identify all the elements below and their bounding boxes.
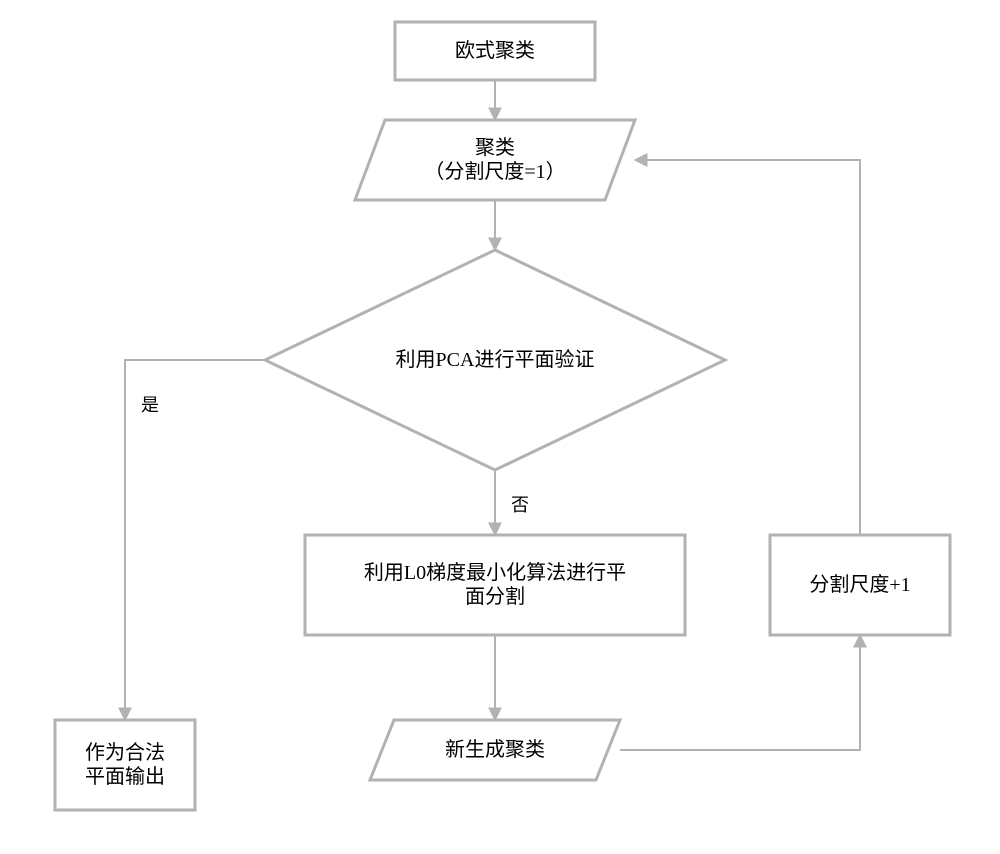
node-n7: 作为合法平面输出: [55, 720, 195, 810]
edge-label: 是: [141, 395, 159, 415]
node-n5-text: 新生成聚类: [445, 738, 545, 761]
node-n1: 欧式聚类: [395, 22, 595, 80]
node-n6: 分割尺度+1: [770, 535, 950, 635]
node-n2-text: 聚类: [475, 136, 515, 159]
edge-label: 否: [511, 495, 529, 515]
node-n4: 利用L0梯度最小化算法进行平面分割: [305, 535, 685, 635]
node-n4-text: 利用L0梯度最小化算法进行平: [364, 561, 626, 584]
flowchart-canvas: 欧式聚类聚类（分割尺度=1） 利用PCA进行平面验证利用L0梯度最小化算法进行平面…: [0, 0, 1000, 854]
node-n1-text: 欧式聚类: [455, 39, 535, 62]
node-n5: 新生成聚类: [370, 720, 620, 780]
node-n2-text: （分割尺度=1）: [424, 160, 565, 183]
node-n3-text: 利用PCA进行平面验证: [396, 348, 595, 371]
node-n7-text: 平面输出: [85, 765, 165, 788]
edge-n6-n2: [635, 160, 860, 535]
node-n2: 聚类（分割尺度=1）: [355, 120, 635, 200]
node-n4-text: 面分割: [465, 585, 525, 608]
edge-n5-n6: [620, 635, 860, 750]
node-n3: 利用PCA进行平面验证: [265, 250, 725, 470]
node-n6-text: 分割尺度+1: [809, 573, 910, 596]
node-n7-text: 作为合法: [85, 741, 165, 764]
